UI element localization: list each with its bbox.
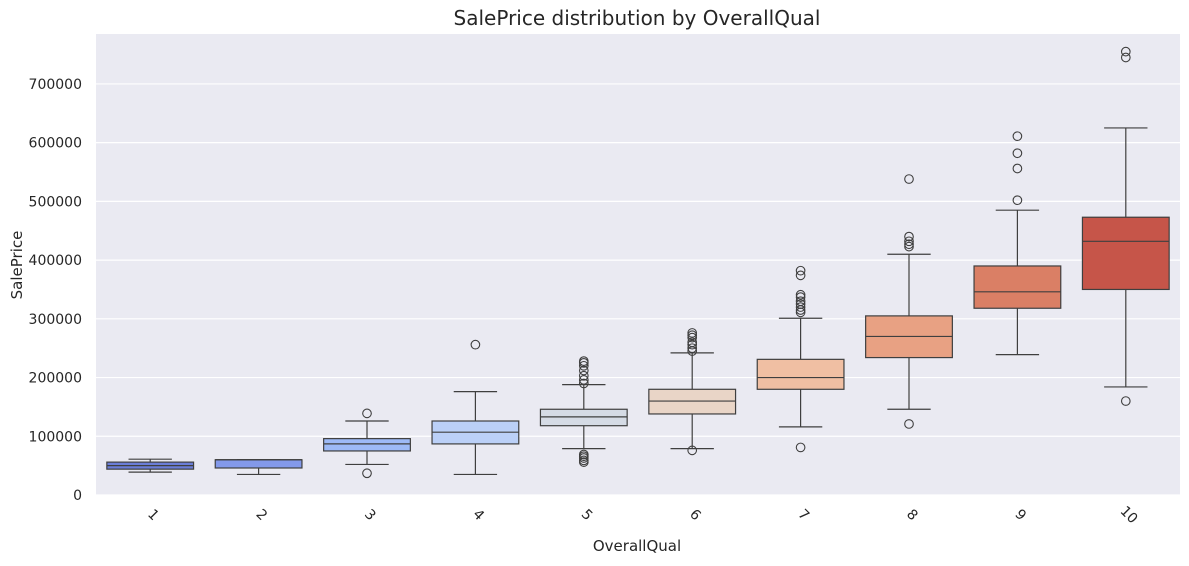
outlier-point [795, 292, 806, 302]
outlier-point [904, 241, 914, 252]
y-tick-label: 100000 [29, 429, 82, 445]
outlier-point [687, 445, 698, 456]
box-6 [648, 328, 737, 456]
outlier-point [578, 378, 589, 389]
box-iqr [323, 438, 411, 452]
y-axis-label: SalePrice [8, 231, 26, 300]
box-1 [106, 458, 195, 473]
outlier-point [687, 339, 698, 350]
outlier-point [362, 408, 372, 419]
box-iqr [214, 459, 303, 469]
outlier-point [578, 360, 589, 371]
chart-title: SalePrice distribution by OverallQual [454, 6, 821, 30]
outlier-point [578, 455, 589, 466]
box-iqr [973, 265, 1062, 309]
outlier-point [1012, 131, 1023, 142]
outlier-point [578, 370, 589, 381]
box-4 [431, 339, 520, 476]
x-tick-label: 9 [1011, 506, 1029, 524]
outlier-point [687, 332, 698, 343]
outlier-point [904, 174, 914, 184]
outlier-point [687, 330, 698, 341]
x-tick-label: 2 [253, 506, 271, 524]
y-tick-label: 200000 [29, 371, 82, 387]
outlier-point [687, 337, 698, 348]
y-tick-label: 300000 [29, 312, 82, 328]
box-9 [973, 131, 1062, 356]
outlier-point [1120, 46, 1131, 57]
box-8 [865, 174, 953, 429]
y-tick-label: 400000 [29, 253, 82, 269]
plot-background [96, 34, 1180, 495]
outlier-point [1012, 163, 1023, 174]
outlier-point [1120, 52, 1131, 63]
boxes [106, 46, 1170, 479]
outlier-point [1012, 148, 1023, 159]
box-iqr [1081, 216, 1170, 291]
outlier-point [687, 343, 698, 354]
outlier-point [795, 442, 806, 453]
x-tick-label: 5 [578, 506, 596, 524]
x-tick-label: 3 [361, 506, 379, 524]
y-tick-label: 700000 [29, 77, 82, 93]
outlier-point [904, 231, 914, 242]
x-tick-label: 4 [469, 506, 487, 524]
box-10 [1081, 46, 1170, 406]
outlier-point [795, 296, 806, 307]
outlier-point [795, 299, 806, 309]
outlier-point [795, 265, 806, 276]
grid [96, 83, 1180, 496]
outlier-point [578, 449, 589, 460]
y-tick-label: 500000 [29, 194, 82, 210]
outlier-point [795, 289, 806, 300]
outlier-point [904, 236, 914, 247]
x-tick-label: 10 [1117, 503, 1141, 527]
outlier-point [904, 419, 914, 429]
box-2 [214, 459, 303, 476]
box-iqr [756, 358, 845, 390]
x-tick-label: 8 [903, 506, 921, 524]
outlier-point [687, 328, 698, 338]
outlier-point [578, 356, 589, 366]
x-axis-ticks: 1 2 3 4 5 6 7 8 9 10 [144, 503, 1140, 527]
x-tick-label: 6 [686, 506, 704, 524]
outlier-point [795, 302, 806, 312]
outlier-point [362, 468, 372, 479]
y-tick-label: 600000 [29, 136, 82, 152]
x-axis-label: OverallQual [593, 537, 681, 555]
outlier-point [470, 339, 481, 350]
outlier-point [904, 239, 914, 250]
y-axis-ticks: 0 100000 200000 300000 400000 500000 600000 700… [29, 77, 82, 504]
box-7 [756, 265, 845, 453]
outlier-point [578, 375, 589, 385]
y-tick-label: 0 [73, 488, 82, 504]
outlier-point [578, 365, 589, 376]
outlier-point [795, 270, 806, 281]
outlier-point [1120, 396, 1131, 406]
box-5 [539, 356, 628, 467]
box-3 [323, 408, 411, 479]
outlier-point [1012, 195, 1023, 206]
x-tick-label: 1 [144, 506, 162, 524]
x-tick-label: 7 [795, 506, 813, 524]
